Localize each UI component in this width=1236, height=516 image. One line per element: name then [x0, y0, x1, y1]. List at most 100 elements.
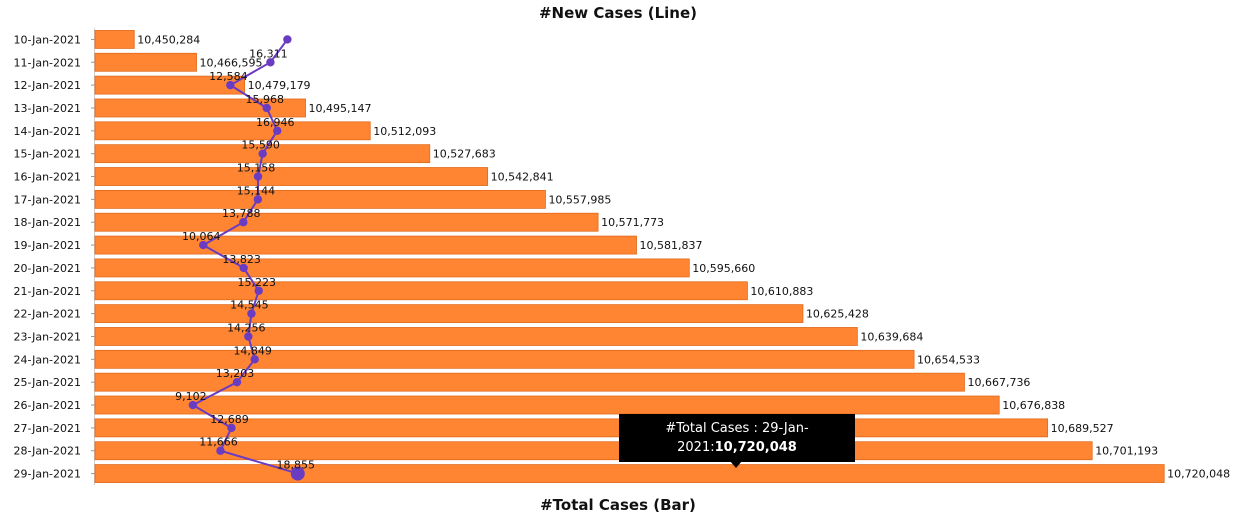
- total-cases-bar: [94, 98, 306, 118]
- new-cases-point: [239, 218, 248, 227]
- bar-data-label: 10,701,193: [1095, 445, 1158, 458]
- total-cases-bar: [94, 52, 197, 72]
- total-cases-bar: [94, 30, 135, 49]
- new-cases-point: [283, 35, 292, 44]
- bar-data-label: 10,542,841: [491, 171, 554, 184]
- new-cases-point: [253, 195, 263, 204]
- new-cases-point: [273, 126, 282, 136]
- bar-data-label: 10,610,883: [750, 285, 813, 298]
- bar-data-label: 10,654,533: [917, 353, 980, 366]
- total-cases-bar: [94, 304, 804, 324]
- new-cases-point: [226, 80, 235, 90]
- bar-data-label: 10,625,428: [806, 308, 869, 321]
- tooltip-value: 10,720,048: [714, 440, 797, 455]
- new-cases-point: [244, 332, 253, 341]
- line-data-label: 15,144: [237, 184, 276, 197]
- category-tick-label: 16-Jan-2021: [14, 171, 82, 184]
- total-cases-bar: [94, 121, 371, 141]
- bar-data-label: 10,667,736: [967, 376, 1030, 389]
- line-data-label: 13,823: [222, 253, 261, 266]
- new-cases-point: [254, 286, 263, 295]
- line-data-label: 14,545: [230, 299, 269, 312]
- line-data-label: 16,311: [249, 47, 288, 60]
- new-cases-point: [239, 263, 248, 273]
- bar-data-label: 10,720,048: [1167, 468, 1230, 481]
- new-cases-point: [250, 355, 259, 364]
- line-data-label: 15,158: [237, 162, 276, 175]
- bar-data-label: 10,527,683: [433, 148, 496, 161]
- total-cases-bar: [94, 75, 245, 95]
- bar-series-title: #Total Cases (Bar): [540, 496, 696, 514]
- line-data-label: 9,102: [175, 390, 207, 403]
- category-tick-label: 20-Jan-2021: [14, 262, 82, 275]
- line-data-label: 10,064: [182, 230, 221, 243]
- bar-data-label: 10,581,837: [640, 239, 703, 252]
- category-tick-label: 14-Jan-2021: [14, 125, 82, 138]
- chart-tooltip: #Total Cases : 29-Jan-2021:10,720,048: [619, 414, 855, 462]
- total-cases-bar: [94, 281, 748, 301]
- new-cases-point: [290, 466, 305, 481]
- new-cases-point: [227, 423, 236, 433]
- total-cases-bar: [94, 235, 637, 255]
- category-tick-label: 25-Jan-2021: [14, 376, 82, 389]
- line-data-label: 13,788: [222, 207, 261, 220]
- category-tick-label: 13-Jan-2021: [14, 102, 82, 115]
- new-cases-point: [258, 149, 267, 158]
- tooltip-label: #Total Cases : 29-Jan-2021:: [665, 421, 809, 455]
- category-tick-label: 15-Jan-2021: [14, 148, 82, 161]
- category-tick-label: 17-Jan-2021: [14, 193, 82, 206]
- total-cases-bar: [94, 189, 546, 209]
- new-cases-point: [232, 377, 242, 387]
- category-tick-label: 28-Jan-2021: [14, 445, 82, 458]
- category-tick-label: 18-Jan-2021: [14, 216, 82, 229]
- line-data-label: 12,689: [210, 413, 249, 426]
- line-series-title: #New Cases (Line): [538, 4, 698, 22]
- category-tick-label: 10-Jan-2021: [14, 33, 82, 46]
- line-data-label: 18,855: [277, 459, 316, 472]
- bar-data-label: 10,557,985: [548, 193, 611, 206]
- tooltip-arrow: [730, 461, 742, 468]
- total-cases-bar: [94, 167, 489, 186]
- line-data-label: 12,584: [209, 70, 248, 83]
- total-cases-bar: [94, 258, 690, 278]
- new-cases-point: [266, 58, 275, 67]
- category-tick-label: 12-Jan-2021: [14, 79, 82, 92]
- new-cases-point: [188, 400, 198, 410]
- line-data-label: 15,590: [241, 139, 280, 152]
- line-data-label: 14,256: [227, 321, 266, 334]
- line-data-label: 16,946: [256, 116, 295, 129]
- category-tick-label: 29-Jan-2021: [14, 468, 82, 481]
- bar-data-label: 10,639,684: [860, 330, 923, 343]
- bar-data-label: 10,466,595: [200, 56, 263, 69]
- bar-data-label: 10,495,147: [309, 102, 372, 115]
- total-cases-bar: [94, 327, 858, 346]
- category-tick-label: 19-Jan-2021: [14, 239, 82, 252]
- category-tick-label: 24-Jan-2021: [14, 353, 82, 366]
- category-tick-label: 11-Jan-2021: [14, 56, 82, 69]
- bar-data-label: 10,479,179: [248, 79, 311, 92]
- total-cases-bar: [94, 212, 599, 232]
- new-cases-point: [216, 446, 225, 455]
- category-tick-label: 23-Jan-2021: [14, 330, 82, 343]
- line-data-label: 15,223: [237, 276, 276, 289]
- bar-data-label: 10,676,838: [1002, 399, 1065, 412]
- line-data-label: 13,203: [216, 367, 255, 380]
- category-tick-label: 27-Jan-2021: [14, 422, 82, 435]
- category-tick-label: 26-Jan-2021: [14, 399, 82, 412]
- line-data-label: 15,968: [245, 93, 284, 106]
- bar-data-label: 10,571,773: [601, 216, 664, 229]
- bar-data-label: 10,595,660: [692, 262, 755, 275]
- total-cases-bar: [94, 349, 915, 369]
- total-cases-bar: [94, 464, 1165, 483]
- bar-data-label: 10,450,284: [137, 33, 200, 46]
- new-cases-point: [199, 240, 208, 250]
- bar-data-label: 10,512,093: [373, 125, 436, 138]
- category-tick-label: 21-Jan-2021: [14, 285, 82, 298]
- line-data-label: 11,666: [199, 436, 238, 449]
- category-tick-label: 22-Jan-2021: [14, 308, 82, 321]
- total-cases-bar: [94, 395, 1000, 415]
- bar-data-label: 10,689,527: [1051, 422, 1114, 435]
- line-data-label: 14,849: [233, 344, 272, 357]
- new-cases-point: [253, 172, 263, 181]
